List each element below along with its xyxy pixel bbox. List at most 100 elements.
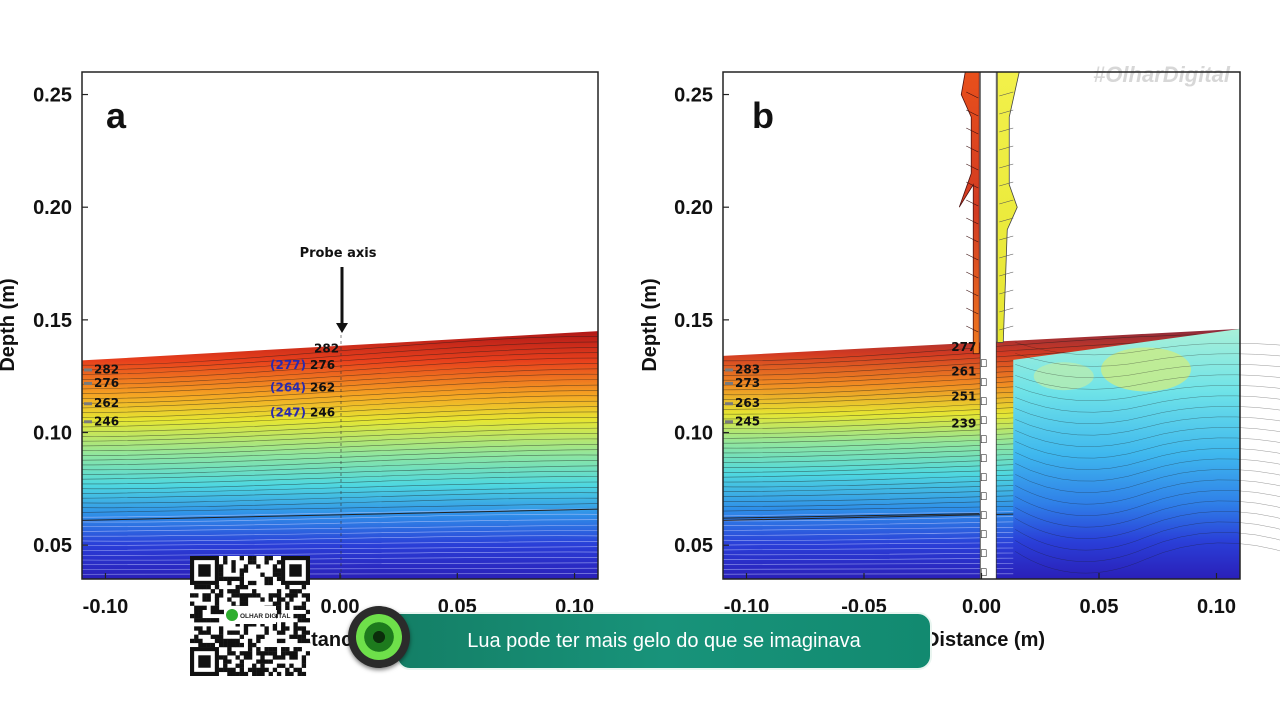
qr-module xyxy=(297,667,302,673)
qr-module xyxy=(231,638,236,644)
qr-module xyxy=(206,597,211,602)
qr-module xyxy=(272,572,278,577)
qr-module xyxy=(235,642,240,648)
qr-module xyxy=(247,622,253,627)
qr-module xyxy=(194,605,199,610)
qr-code[interactable]: OLHAR DIGITAL xyxy=(190,556,311,677)
qr-logo-eye xyxy=(226,609,238,621)
qr-module xyxy=(239,572,244,577)
sensor-label-left: 263 xyxy=(735,396,760,410)
qr-module xyxy=(202,630,207,635)
probe-notch xyxy=(980,435,987,443)
ytick-label: 0.05 xyxy=(33,535,72,557)
isotherm-line xyxy=(81,411,599,433)
qr-module xyxy=(252,589,257,594)
isotherm-line xyxy=(81,443,599,461)
isotherm-line xyxy=(999,91,1014,97)
isotherm-line xyxy=(81,384,599,409)
qr-module xyxy=(239,576,244,582)
panel-b-xticks: -0.10 -0.05 0.00 0.05 0.10 xyxy=(724,573,1236,618)
qr-module xyxy=(260,671,265,677)
qr-module xyxy=(198,638,203,644)
qr-module xyxy=(214,634,220,639)
qr-module xyxy=(227,589,232,594)
isotherm-line xyxy=(81,363,599,390)
qr-module xyxy=(239,642,244,648)
ytick-label: 0.05 xyxy=(674,535,713,557)
qr-module xyxy=(231,589,236,594)
probe-notch xyxy=(980,378,987,386)
qr-module xyxy=(218,576,224,582)
qr-module xyxy=(301,638,307,644)
qr-module xyxy=(260,651,265,656)
watermark: #OlharDigital xyxy=(1093,62,1231,87)
qr-module xyxy=(198,609,203,615)
qr-module xyxy=(231,560,236,565)
qr-module xyxy=(293,613,298,619)
isotherm-line xyxy=(966,145,979,153)
qr-module xyxy=(264,626,269,631)
qr-module xyxy=(272,651,278,656)
probe-axis-label: Probe axis xyxy=(300,246,377,261)
sensor-marker xyxy=(725,402,733,406)
panel-b-ylabel: Depth (m) xyxy=(639,278,661,371)
qr-module xyxy=(264,580,269,586)
warm-blob xyxy=(1101,347,1191,392)
qr-module xyxy=(214,609,220,615)
probe-sensor-label: 277 xyxy=(951,340,976,354)
panel-b-xlabel: Distance (m) xyxy=(925,629,1045,651)
qr-module xyxy=(260,663,265,668)
qr-module xyxy=(297,589,302,594)
qr-module xyxy=(281,647,286,652)
qr-module xyxy=(268,580,273,586)
qr-module xyxy=(227,671,232,677)
qr-module xyxy=(231,671,236,677)
qr-module xyxy=(247,593,253,598)
qr-module xyxy=(235,630,240,635)
sensor-marker xyxy=(84,381,92,385)
isotherm-line xyxy=(1015,364,1280,379)
qr-module xyxy=(293,589,298,594)
ytick-label: 0.25 xyxy=(33,85,72,107)
qr-module xyxy=(231,564,236,569)
qr-finder xyxy=(198,564,211,577)
qr-module xyxy=(190,593,195,598)
isotherm-line xyxy=(999,253,1014,259)
ytick-label: 0.20 xyxy=(674,197,713,219)
probe-top-label: 282 xyxy=(314,342,339,356)
panel-b: b 0.050.100.150.200.25 -0.10 -0.05 0.00 0.0… xyxy=(639,71,1280,651)
qr-module xyxy=(239,597,244,602)
qr-module xyxy=(281,655,286,660)
qr-module xyxy=(264,630,269,635)
isotherm-line xyxy=(1015,427,1280,447)
qr-module xyxy=(218,568,224,573)
sensor-label-left: 273 xyxy=(735,376,760,390)
qr-module xyxy=(256,671,261,677)
qr-module xyxy=(231,593,236,598)
qr-module xyxy=(243,597,249,602)
probe-notch xyxy=(980,454,987,462)
qr-module xyxy=(218,655,224,660)
qr-module xyxy=(301,593,307,598)
qr-logo-bg xyxy=(224,606,276,624)
warm-blob xyxy=(1033,362,1094,391)
probe-notch xyxy=(980,568,987,576)
qr-module xyxy=(235,589,240,594)
qr-module xyxy=(293,634,298,639)
qr-module xyxy=(276,638,282,644)
qr-module xyxy=(190,613,195,619)
qr-module xyxy=(264,556,269,561)
qr-module xyxy=(297,613,302,619)
isotherm-line xyxy=(81,540,599,547)
qr-module xyxy=(239,663,244,668)
qr-module xyxy=(252,556,257,561)
qr-module xyxy=(276,671,282,677)
qr-logo-text: OLHAR DIGITAL xyxy=(240,613,290,620)
qr-module xyxy=(194,618,199,623)
probe-notch xyxy=(980,530,987,538)
isotherm-line xyxy=(81,422,599,442)
isotherm-line xyxy=(81,519,599,528)
isotherm-line xyxy=(999,271,1014,277)
isotherm-line xyxy=(81,530,599,537)
